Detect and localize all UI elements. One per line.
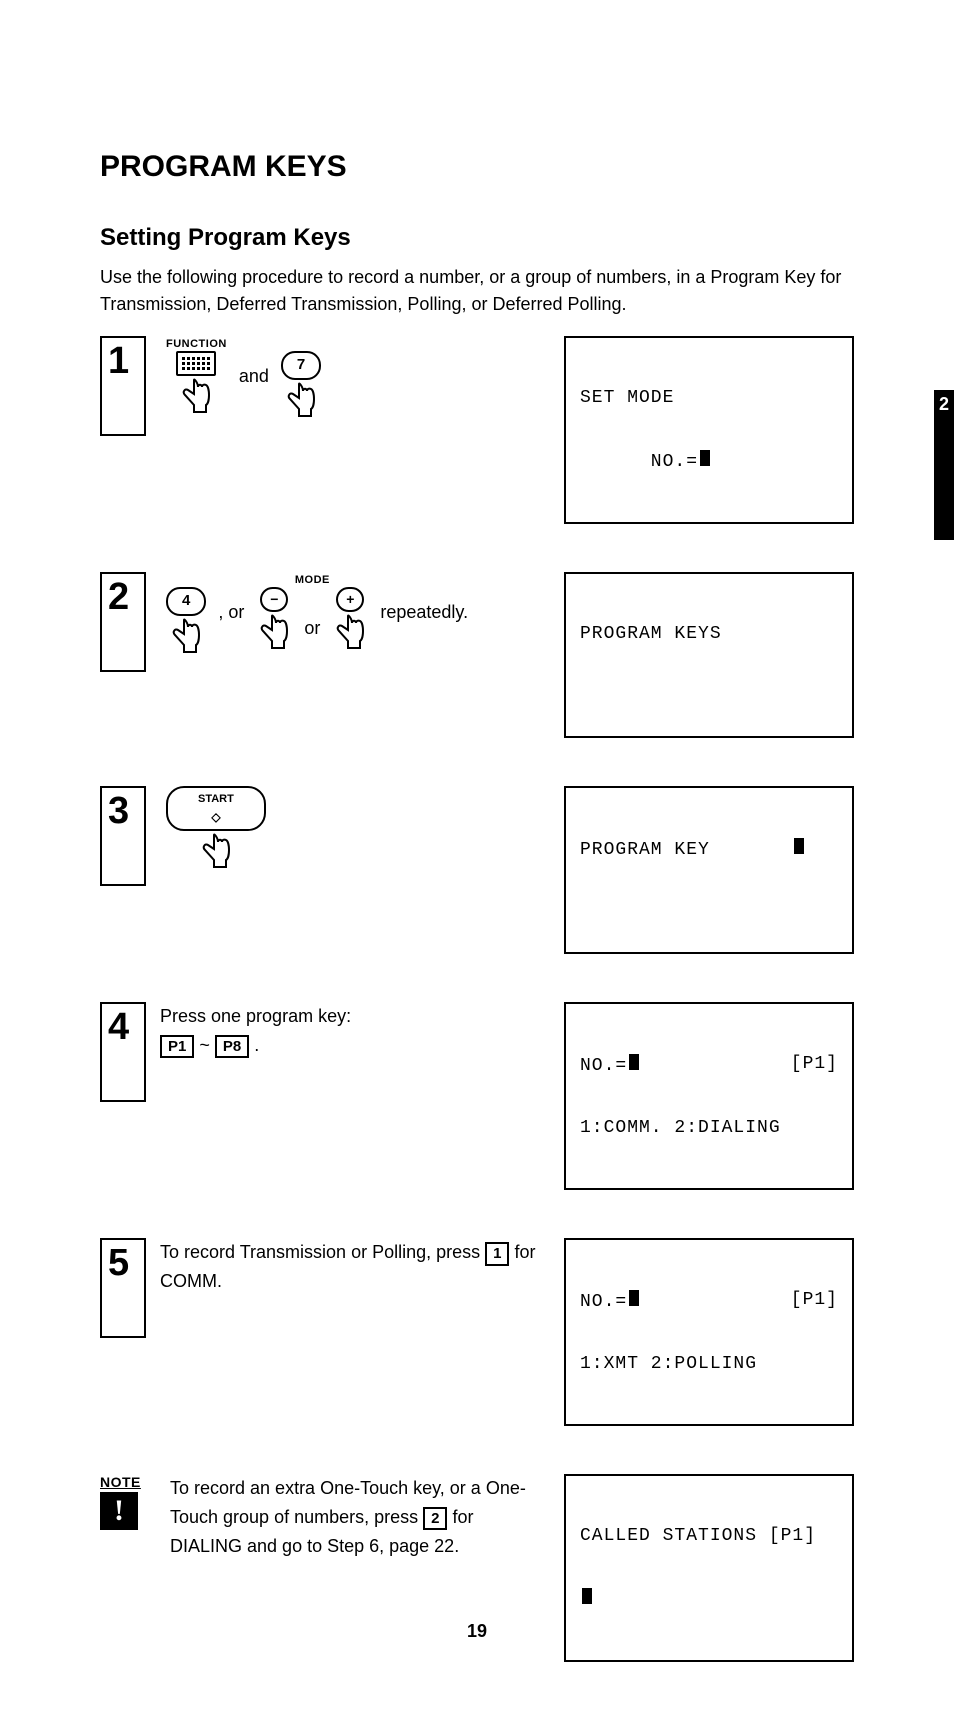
cursor-icon <box>700 450 710 466</box>
lcd-line2 <box>580 1588 838 1610</box>
chapter-tab: 2 <box>934 390 954 540</box>
lcd-display: NO.= [P1] 1:XMT 2:POLLING <box>564 1238 854 1426</box>
note-label: NOTE <box>100 1474 160 1490</box>
hand-icon <box>330 614 370 650</box>
start-label: START <box>198 791 234 808</box>
repeatedly-text: repeatedly. <box>380 599 468 626</box>
lcd-line2: 1:COMM. 2:DIALING <box>580 1118 838 1138</box>
cursor-icon <box>629 1054 639 1070</box>
function-key-icon <box>176 351 216 376</box>
mode-label: MODE <box>295 572 330 584</box>
step-5: 5 To record Transmission or Polling, pre… <box>100 1238 854 1426</box>
step-number: 1 <box>100 336 146 436</box>
lcd-line1: PROGRAM KEYS <box>580 624 838 644</box>
key-2: 2 <box>423 1507 447 1531</box>
section-heading: Setting Program Keys <box>100 224 854 252</box>
key-1: 1 <box>485 1242 509 1266</box>
cursor-icon <box>794 838 804 854</box>
hand-icon <box>254 614 294 650</box>
page-title: PROGRAM KEYS <box>100 150 854 184</box>
lcd-display: PROGRAM KEY <box>564 786 854 954</box>
mode-keys-group: MODE − or + <box>254 572 370 650</box>
function-label: FUNCTION <box>166 336 227 348</box>
hand-icon <box>281 382 321 418</box>
step-2: 2 4 , or MODE − or + <box>100 572 854 738</box>
minus-key: − <box>260 587 288 612</box>
start-key: START ◇ <box>166 786 266 831</box>
lcd-line2: 1:XMT 2:POLLING <box>580 1354 838 1374</box>
step-1: 1 FUNCTION and 7 SET MODE NO <box>100 336 854 524</box>
key-7-press: 7 <box>281 336 321 418</box>
start-key-press: START ◇ <box>166 786 266 869</box>
hand-icon <box>176 378 216 414</box>
lcd-line1: NO.= [P1] <box>580 1290 838 1312</box>
page: 2 PROGRAM KEYS Setting Program Keys Use … <box>0 0 954 1722</box>
step-number: 3 <box>100 786 146 886</box>
key-4: 4 <box>166 587 206 616</box>
exclamation-icon: ! <box>100 1492 138 1530</box>
lcd-line1: NO.= [P1] <box>580 1054 838 1076</box>
intro-paragraph: Use the following procedure to record a … <box>100 264 854 318</box>
lcd-display: SET MODE NO.= <box>564 336 854 524</box>
lcd-line1: PROGRAM KEY <box>580 838 838 860</box>
lcd-line2: NO.= <box>580 450 838 472</box>
step-5-text: To record Transmission or Polling, press… <box>160 1238 544 1296</box>
p8-key: P8 <box>215 1035 249 1059</box>
lcd-line1: CALLED STATIONS [P1] <box>580 1526 838 1546</box>
p1-key: P1 <box>160 1035 194 1059</box>
step-number: 2 <box>100 572 146 672</box>
step-number: 4 <box>100 1002 146 1102</box>
step-number: 5 <box>100 1238 146 1338</box>
step-4-text: Press one program key: P1 ~ P8 . <box>160 1002 351 1060</box>
hand-icon <box>196 833 236 869</box>
plus-key: + <box>336 587 364 612</box>
or-text: or <box>304 615 320 642</box>
and-text: and <box>239 363 269 390</box>
cursor-icon <box>629 1290 639 1306</box>
hand-icon <box>166 618 206 654</box>
cursor-icon <box>582 1588 592 1604</box>
note-text: To record an extra One-Touch key, or a O… <box>170 1474 544 1560</box>
key-7: 7 <box>281 351 321 380</box>
key-4-press: 4 <box>166 572 206 654</box>
function-key-press: FUNCTION <box>166 336 227 414</box>
step-4: 4 Press one program key: P1 ~ P8 . NO.= … <box>100 1002 854 1190</box>
page-number: 19 <box>0 1621 954 1642</box>
lcd-display: NO.= [P1] 1:COMM. 2:DIALING <box>564 1002 854 1190</box>
step-3: 3 START ◇ PROGRAM KEY <box>100 786 854 954</box>
lcd-line1: SET MODE <box>580 388 838 408</box>
lcd-display: PROGRAM KEYS <box>564 572 854 738</box>
or-text: , or <box>218 599 244 626</box>
